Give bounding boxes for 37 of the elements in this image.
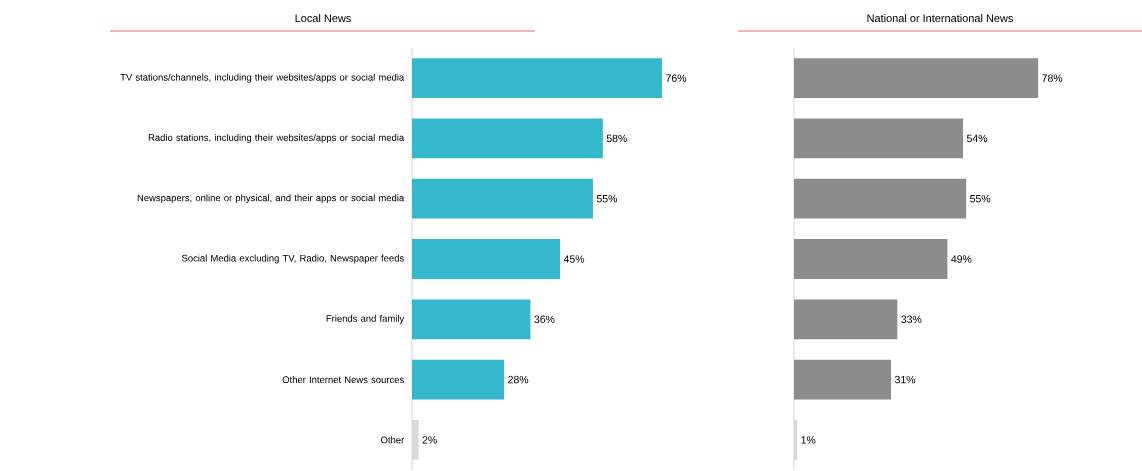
- y-tick-label: Other Internet News sources: [282, 376, 404, 384]
- y-tick-label: Newspapers, online or physical, and their apps or social media: [137, 194, 405, 204]
- data-label: 78%: [1042, 74, 1063, 82]
- y-tick-label: Other: [381, 436, 405, 444]
- data-label: 76%: [666, 74, 687, 82]
- y-tick-label: Radio stations, including their websites/apps or social media: [148, 134, 405, 143]
- data-label: 31%: [894, 375, 916, 384]
- bar: [412, 118, 603, 159]
- data-label: 55%: [970, 195, 991, 203]
- bar: [794, 239, 948, 279]
- data-label: 33%: [901, 315, 922, 323]
- bar: [412, 299, 531, 340]
- bar: [412, 239, 561, 279]
- y-tick-label: Social Media excluding TV, Radio, Newspaper feeds: [181, 254, 404, 264]
- y-tick-label: TV stations/channels, including their websites/apps or social media: [120, 73, 405, 83]
- data-label: 36%: [534, 315, 555, 323]
- bar: [412, 359, 505, 400]
- data-label: 28%: [508, 375, 529, 384]
- bar: [794, 178, 967, 219]
- data-label: 55%: [596, 195, 618, 203]
- bar: [412, 58, 663, 99]
- bar: [794, 419, 798, 460]
- data-label: 45%: [563, 255, 585, 263]
- bar: [794, 118, 964, 159]
- bar: [794, 299, 898, 340]
- bar: [412, 178, 593, 219]
- data-label: 49%: [951, 255, 972, 263]
- chart-title: National or International News: [867, 14, 1013, 23]
- data-label: 54%: [966, 134, 988, 143]
- bar: [794, 359, 892, 400]
- bar: [794, 58, 1039, 99]
- text: Local News: [295, 14, 351, 23]
- y-tick-label: Friends and family: [326, 314, 405, 324]
- bar: [412, 419, 419, 460]
- data-label: 58%: [606, 134, 627, 143]
- data-label: 1%: [801, 436, 816, 444]
- data-label: 2%: [422, 436, 437, 444]
